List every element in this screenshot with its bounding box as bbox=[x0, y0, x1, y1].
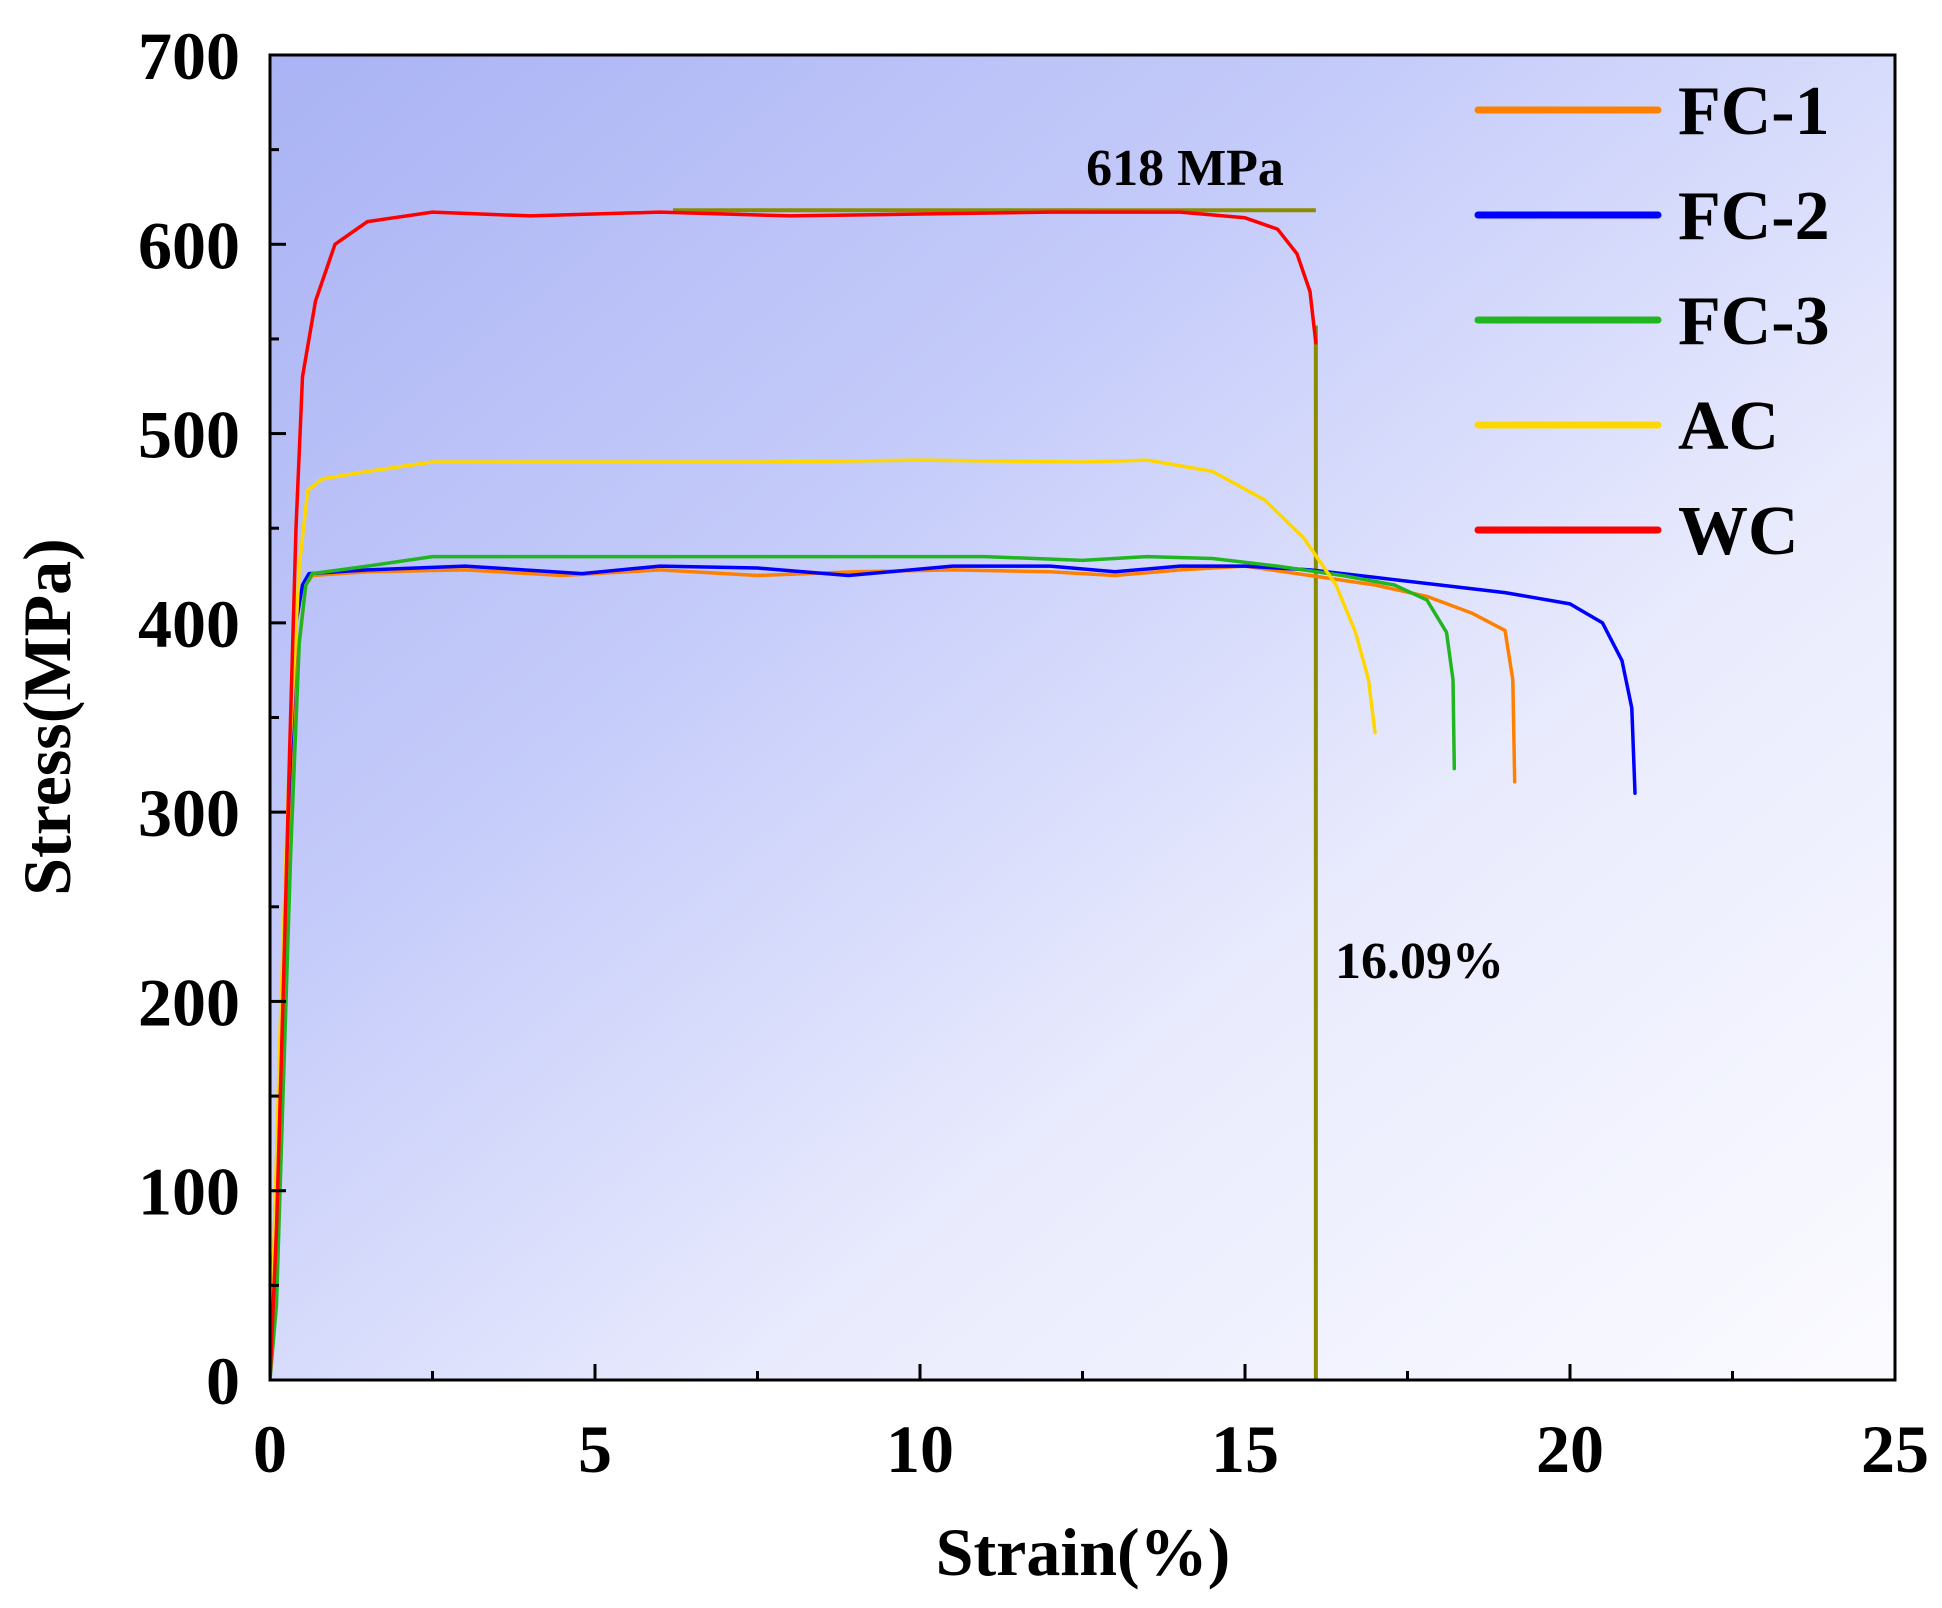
legend-label-fc-3: FC-3 bbox=[1678, 283, 1830, 360]
y-tick-label: 600 bbox=[138, 207, 240, 283]
fracture-strain-label: 16.09% bbox=[1335, 933, 1504, 990]
y-tick-label: 700 bbox=[138, 18, 240, 94]
y-tick-label: 400 bbox=[138, 586, 240, 662]
series-line-fc-3 bbox=[270, 554, 1457, 1380]
y-tick-label: 0 bbox=[206, 1343, 240, 1419]
y-axis-label: Stress(MPa) bbox=[9, 538, 85, 896]
y-tick-label: 300 bbox=[138, 775, 240, 851]
series-line-wc bbox=[270, 210, 1318, 1380]
x-tick-label: 25 bbox=[1861, 1411, 1929, 1487]
x-tick-label: 15 bbox=[1211, 1411, 1279, 1487]
y-tick-label: 100 bbox=[138, 1154, 240, 1230]
y-tick-label: 200 bbox=[138, 964, 240, 1040]
series-lines bbox=[270, 210, 1637, 1380]
annotations: 618 MPa 16.09% bbox=[673, 140, 1504, 1380]
axis-ticks: 0 5 10 15 20 25 0 100 200 300 400 500 600 700 bbox=[138, 18, 1929, 1487]
max-stress-label: 618 MPa bbox=[1086, 140, 1284, 197]
x-tick-label: 10 bbox=[886, 1411, 954, 1487]
x-tick-label: 20 bbox=[1536, 1411, 1604, 1487]
x-tick-label: 5 bbox=[578, 1411, 612, 1487]
y-tick-label: 500 bbox=[138, 397, 240, 473]
legend: FC-1 FC-2 FC-3 AC WC bbox=[1474, 73, 1830, 570]
plot-background bbox=[270, 55, 1895, 1380]
legend-label-fc-2: FC-2 bbox=[1678, 178, 1830, 255]
legend-label-fc-1: FC-1 bbox=[1678, 73, 1830, 150]
x-axis-label: Strain(%) bbox=[936, 1514, 1231, 1590]
legend-label-ac: AC bbox=[1678, 388, 1779, 465]
x-tick-label: 0 bbox=[253, 1411, 287, 1487]
legend-label-wc: WC bbox=[1678, 493, 1799, 570]
